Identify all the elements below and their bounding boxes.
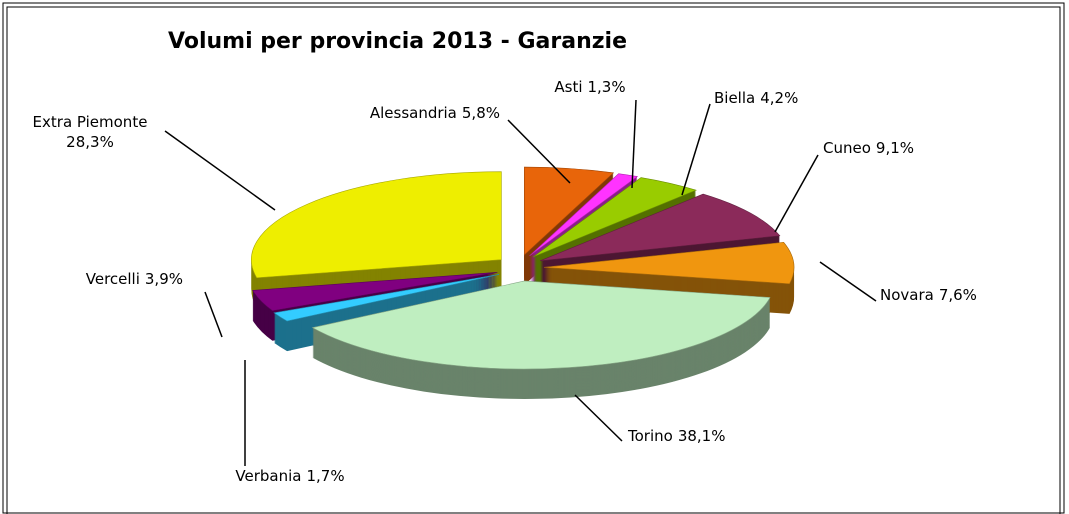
leader-line (574, 394, 623, 442)
value-label: 28,3% (66, 133, 114, 151)
category-label: Verbania (235, 467, 301, 485)
data-label: Extra Piemonte 28,3% (33, 113, 148, 151)
data-label: Torino 38,1% (627, 427, 725, 445)
leader-line (774, 154, 819, 233)
slice-top (273, 274, 500, 322)
slice-top (524, 166, 615, 256)
data-label: Biella 4,2% (714, 89, 798, 107)
data-label: Novara 7,6% (880, 286, 977, 304)
leader-line (204, 291, 223, 338)
value-label: 7,6% (939, 286, 977, 304)
category-label: Novara (880, 286, 934, 304)
data-label: Alessandria 5,8% (370, 104, 500, 122)
slice-top (311, 280, 771, 370)
data-label: Asti 1,3% (554, 78, 625, 96)
value-label: 38,1% (678, 427, 726, 445)
category-label: Biella (714, 89, 755, 107)
category-label: Asti (554, 78, 582, 96)
value-label: 1,7% (306, 467, 344, 485)
leader-line (631, 99, 637, 189)
slice (311, 280, 771, 399)
value-label: 4,2% (760, 89, 798, 107)
slice-top (540, 193, 781, 262)
slice-top (252, 271, 498, 312)
value-label: 9,1% (876, 139, 914, 157)
category-label: Cuneo (823, 139, 871, 157)
leader-line (681, 103, 711, 196)
data-label: Cuneo 9,1% (823, 139, 914, 157)
leader-line (164, 130, 276, 211)
slice (543, 241, 795, 314)
leader-line (819, 261, 877, 302)
category-label: Vercelli (86, 270, 140, 288)
value-label: 1,3% (588, 78, 626, 96)
leader-line (507, 119, 571, 184)
data-label: Vercelli 3,9% (86, 270, 183, 288)
slice-top (251, 171, 502, 279)
slice (251, 171, 502, 308)
category-label: Alessandria (370, 104, 457, 122)
slice (540, 193, 781, 291)
category-label: Torino (627, 427, 673, 445)
value-label: 5,8% (462, 104, 500, 122)
slice-top (543, 241, 795, 285)
slice-top (532, 177, 697, 258)
data-label: Verbania 1,7% (235, 467, 344, 485)
value-label: 3,9% (145, 270, 183, 288)
slice-top (529, 173, 639, 257)
category-label: Extra Piemonte (33, 113, 148, 131)
frame-inner (6, 6, 1061, 514)
chart-title: Volumi per provincia 2013 - Garanzie (168, 29, 627, 54)
